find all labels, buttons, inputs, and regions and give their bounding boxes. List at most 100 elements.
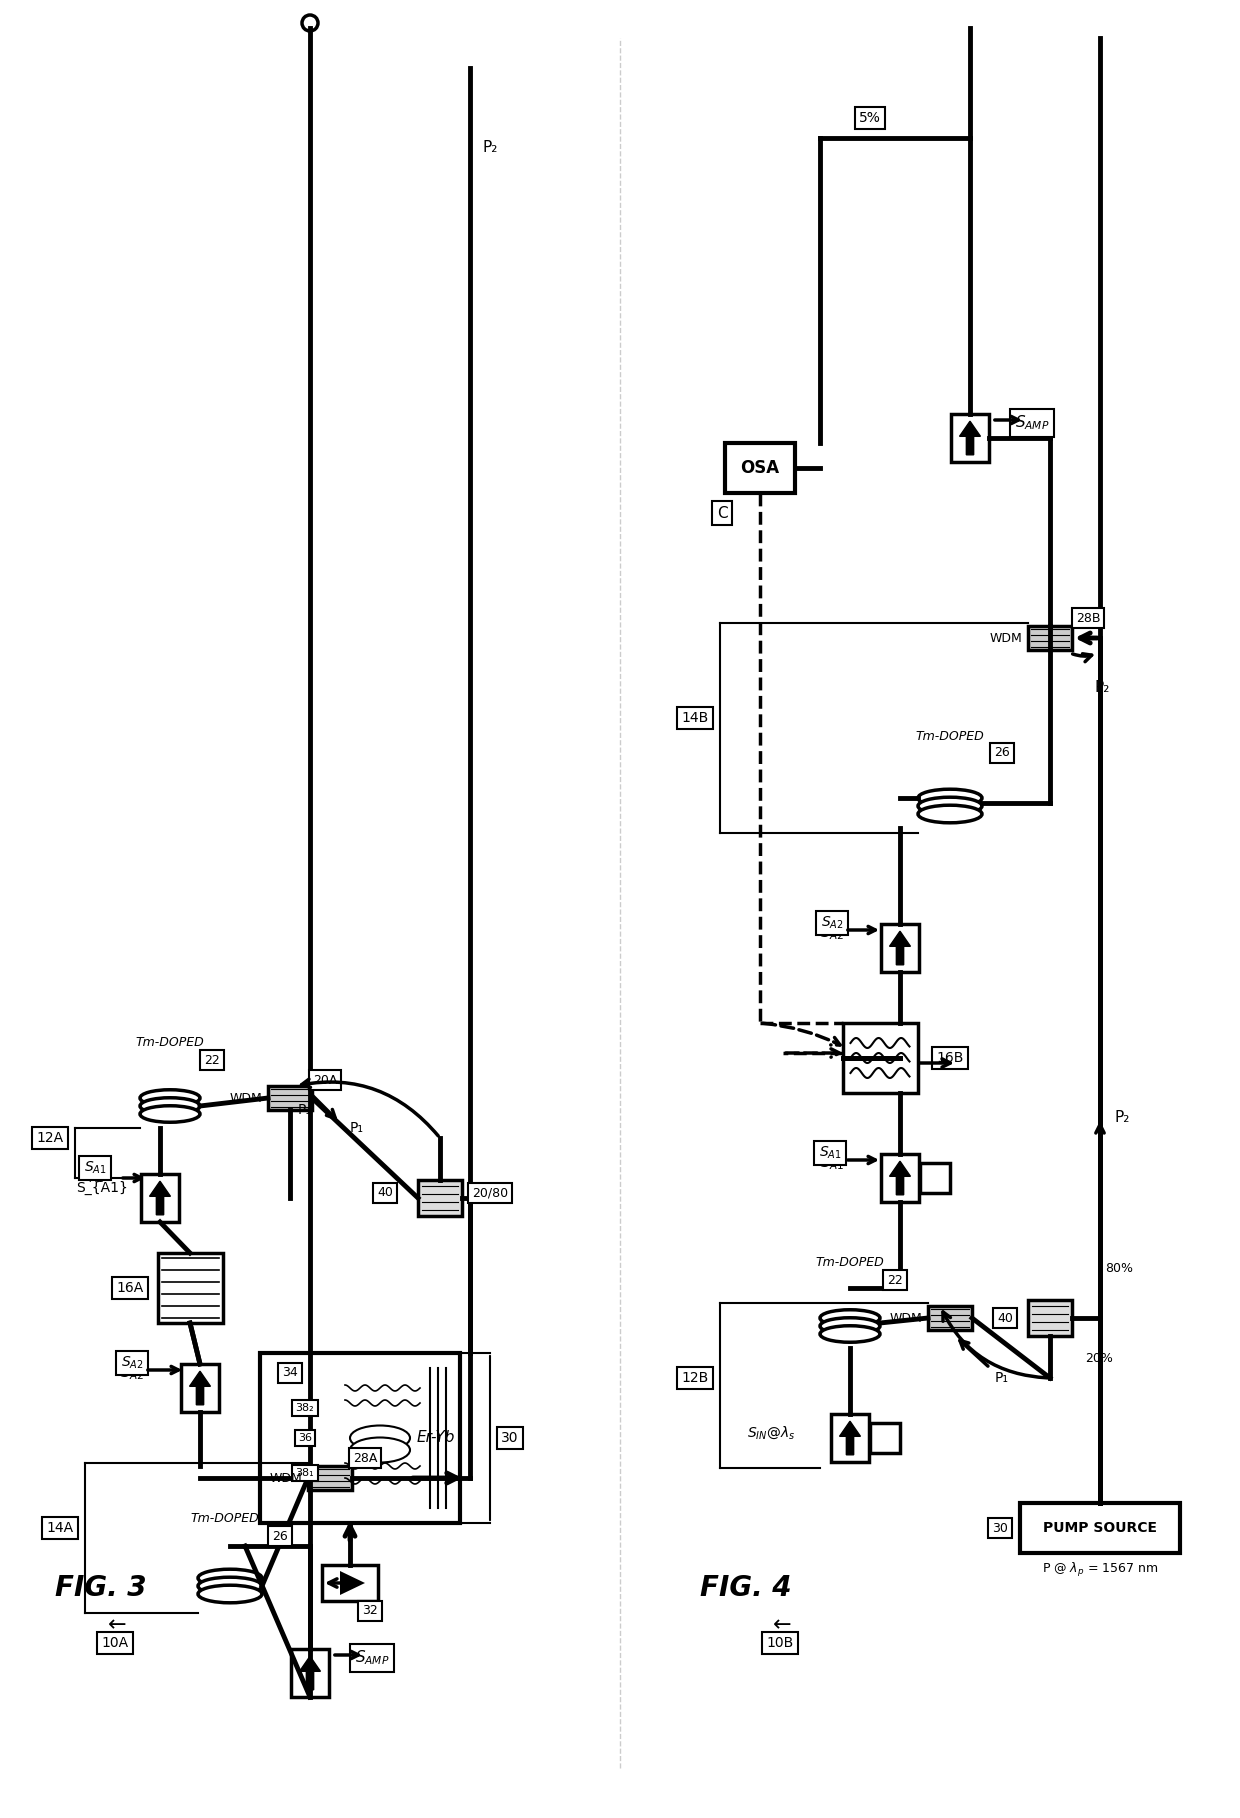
- Text: $S_{AMP}$: $S_{AMP}$: [355, 1649, 389, 1667]
- Text: 22: 22: [205, 1053, 219, 1067]
- Text: WDM: WDM: [889, 1311, 923, 1325]
- Text: Tm-DOPED: Tm-DOPED: [915, 729, 985, 742]
- Polygon shape: [889, 1162, 910, 1194]
- Bar: [880, 924, 919, 973]
- Text: $S_{A1}$: $S_{A1}$: [81, 1167, 105, 1185]
- Text: 20%: 20%: [1085, 1351, 1112, 1365]
- Text: $S_{A2}$: $S_{A2}$: [120, 1364, 145, 1382]
- Text: C: C: [717, 505, 728, 520]
- Text: 30: 30: [501, 1431, 518, 1445]
- Polygon shape: [340, 1571, 365, 1594]
- Text: 40: 40: [997, 1311, 1013, 1325]
- Text: WDM: WDM: [229, 1091, 262, 1105]
- Ellipse shape: [918, 805, 982, 824]
- Text: P₁: P₁: [298, 1104, 312, 1116]
- Text: Tm-DOPED: Tm-DOPED: [135, 1036, 205, 1049]
- Ellipse shape: [350, 1438, 410, 1462]
- Ellipse shape: [820, 1325, 880, 1342]
- Text: 40: 40: [377, 1187, 393, 1200]
- Text: WDM: WDM: [269, 1471, 303, 1485]
- Text: 20/80: 20/80: [472, 1187, 508, 1200]
- Polygon shape: [300, 1656, 320, 1689]
- Ellipse shape: [350, 1425, 410, 1451]
- Bar: [951, 415, 990, 462]
- Bar: [322, 1565, 378, 1602]
- Text: P₂: P₂: [1115, 1111, 1131, 1125]
- Text: 5%: 5%: [859, 116, 880, 131]
- Ellipse shape: [140, 1105, 200, 1122]
- Text: P @ $\lambda_p$ = 1567 nm: P @ $\lambda_p$ = 1567 nm: [1042, 1562, 1158, 1580]
- Bar: [291, 1649, 329, 1696]
- Text: $S_{A1}$: $S_{A1}$: [818, 1145, 842, 1162]
- Text: P₂: P₂: [1095, 680, 1110, 696]
- Bar: [268, 1085, 312, 1111]
- Text: $\leftarrow$: $\leftarrow$: [103, 1613, 126, 1633]
- Ellipse shape: [820, 1309, 880, 1327]
- Bar: [157, 1253, 222, 1324]
- Text: 16A: 16A: [117, 1282, 144, 1294]
- Ellipse shape: [198, 1585, 262, 1603]
- Text: $S_{A1}$: $S_{A1}$: [83, 1160, 107, 1176]
- Text: OSA: OSA: [740, 458, 780, 476]
- Polygon shape: [190, 1371, 211, 1405]
- Bar: [260, 1353, 460, 1523]
- Bar: [725, 444, 795, 493]
- Text: P₁: P₁: [994, 1371, 1009, 1385]
- Text: 20A: 20A: [312, 1073, 337, 1087]
- Ellipse shape: [198, 1578, 262, 1594]
- Text: 12A: 12A: [36, 1131, 63, 1145]
- Text: 26: 26: [994, 747, 1009, 760]
- Bar: [920, 1164, 950, 1193]
- Ellipse shape: [918, 789, 982, 807]
- Text: 38₂: 38₂: [295, 1403, 314, 1413]
- Text: Tm-DOPED: Tm-DOPED: [191, 1511, 259, 1525]
- Bar: [870, 1423, 900, 1453]
- Text: 38₁: 38₁: [295, 1467, 314, 1478]
- Text: $S_{A2}$: $S_{A2}$: [821, 924, 844, 942]
- Text: WDM: WDM: [990, 631, 1022, 645]
- Text: P₂: P₂: [482, 140, 497, 156]
- Bar: [880, 1154, 919, 1202]
- Text: 12B: 12B: [681, 1371, 708, 1385]
- Text: Er-Yb: Er-Yb: [417, 1431, 455, 1445]
- Text: S_{A1}: S_{A1}: [76, 1182, 128, 1194]
- Text: P₁: P₁: [350, 1122, 365, 1134]
- Text: $S_{A1}$: $S_{A1}$: [821, 1154, 844, 1173]
- Ellipse shape: [918, 798, 982, 814]
- Bar: [1021, 1503, 1180, 1553]
- Polygon shape: [960, 422, 981, 454]
- Circle shape: [303, 15, 317, 31]
- Text: $\leftarrow$: $\leftarrow$: [768, 1613, 792, 1633]
- Text: 34: 34: [283, 1367, 298, 1380]
- Bar: [1028, 1300, 1073, 1336]
- Text: 14A: 14A: [46, 1522, 73, 1534]
- Bar: [928, 1305, 972, 1331]
- Text: PUMP SOURCE: PUMP SOURCE: [1043, 1522, 1157, 1534]
- Text: Tm-DOPED: Tm-DOPED: [816, 1256, 884, 1269]
- Text: 22: 22: [887, 1273, 903, 1287]
- Text: 28B: 28B: [1076, 611, 1100, 625]
- Polygon shape: [889, 931, 910, 965]
- Bar: [831, 1414, 869, 1462]
- Text: 36: 36: [298, 1433, 312, 1443]
- Ellipse shape: [820, 1318, 880, 1334]
- Ellipse shape: [140, 1098, 200, 1114]
- Text: 32: 32: [362, 1605, 378, 1618]
- Text: 10A: 10A: [102, 1636, 129, 1651]
- Text: 5%: 5%: [859, 111, 880, 125]
- Polygon shape: [150, 1182, 170, 1214]
- Bar: [418, 1180, 463, 1216]
- Text: 14B: 14B: [681, 711, 708, 725]
- Text: 28A: 28A: [353, 1451, 377, 1465]
- Text: $S_{A2}$: $S_{A2}$: [120, 1354, 144, 1371]
- Text: 16B: 16B: [936, 1051, 963, 1065]
- Text: 80%: 80%: [1105, 1262, 1133, 1274]
- Text: 26: 26: [272, 1529, 288, 1542]
- Text: $S_{IN}$@$\lambda_s$: $S_{IN}$@$\lambda_s$: [746, 1425, 795, 1442]
- Bar: [842, 1024, 918, 1093]
- Bar: [308, 1465, 352, 1491]
- Text: 10B: 10B: [766, 1636, 794, 1651]
- Polygon shape: [839, 1422, 861, 1454]
- Text: $S_{A2}$: $S_{A2}$: [821, 914, 843, 931]
- Text: FIG. 4: FIG. 4: [701, 1574, 791, 1602]
